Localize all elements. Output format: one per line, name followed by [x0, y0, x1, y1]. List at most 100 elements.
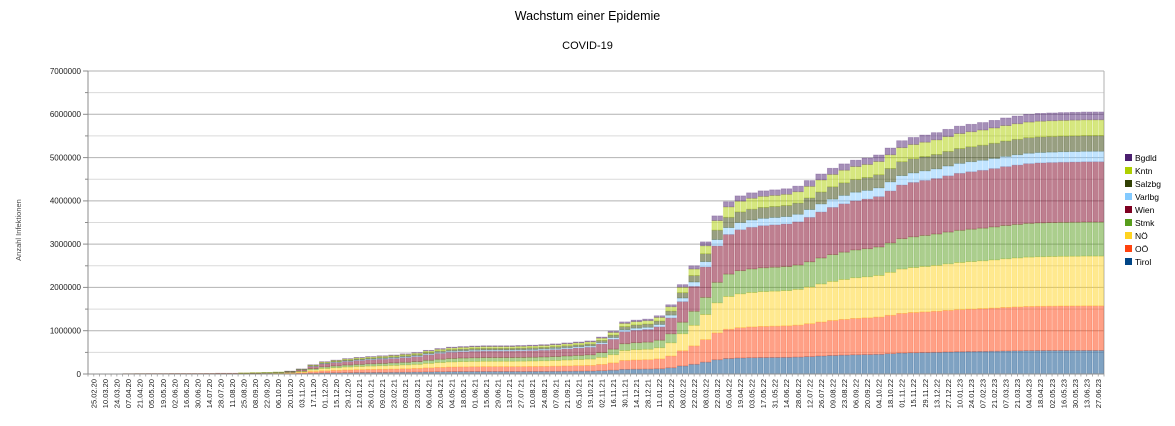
bar-Kntn [394, 355, 400, 357]
bar-NÖ [486, 360, 492, 367]
bar-NÖ [532, 360, 539, 367]
bar-Wien [751, 226, 758, 270]
bar-NÖ [884, 271, 891, 316]
x-axis-label: 12.01.21 [355, 379, 364, 408]
bar-Salzbg [832, 186, 839, 200]
bar-Stmk [1086, 221, 1093, 257]
bar-Stmk [751, 268, 758, 293]
y-axis-label: 3000000 [50, 240, 82, 249]
bar-Bgdld [930, 132, 937, 141]
bar-Bgdld [676, 284, 683, 288]
bar-Tirol [665, 367, 671, 375]
bar-Stmk [549, 356, 556, 361]
bar-NÖ [861, 276, 868, 319]
bar-NÖ [619, 350, 625, 361]
bar-Tirol [700, 361, 706, 375]
bar-Stmk [832, 254, 839, 282]
bar-Tirol [1017, 350, 1024, 375]
bar-OÖ [705, 339, 712, 363]
legend-item-Kntn: Kntn [1125, 164, 1161, 177]
bar-NÖ [803, 286, 810, 325]
bar-Bgdld [567, 342, 573, 345]
bar-Tirol [1057, 350, 1064, 375]
bar-Bgdld [573, 341, 579, 344]
bar-Varlbg [1029, 152, 1035, 164]
bar-Stmk [659, 339, 666, 349]
bar-Bgdld [601, 336, 608, 339]
bar-NÖ [1086, 255, 1093, 307]
bar-NÖ [365, 365, 371, 370]
bar-OÖ [757, 326, 764, 358]
bar-Wien [827, 207, 833, 256]
bar-Wien [769, 224, 775, 268]
bar-Wien [382, 358, 389, 364]
x-axis-label: 03.05.22 [748, 379, 757, 408]
x-axis-label: 07.03.23 [1002, 379, 1011, 408]
bar-NÖ [850, 277, 856, 319]
bar-Tirol [827, 355, 833, 375]
bar-Wien [503, 350, 510, 358]
bar-NÖ [890, 271, 897, 316]
bar-Stmk [717, 281, 723, 304]
bar-Tirol [746, 357, 752, 375]
x-axis-label: 28.06.22 [794, 379, 803, 408]
bar-Tirol [740, 357, 746, 375]
bar-OÖ [786, 325, 793, 358]
bar-NÖ [399, 364, 406, 370]
bar-Salzbg [873, 174, 879, 189]
bar-NÖ [388, 365, 394, 370]
x-axis-label: 24.01.23 [967, 379, 976, 408]
bar-Kntn [630, 321, 637, 326]
bar-Varlbg [544, 348, 550, 351]
bar-Bgdld [682, 284, 689, 288]
bar-Stmk [388, 362, 394, 366]
bar-Kntn [376, 355, 383, 358]
bar-Bgdld [1081, 111, 1087, 121]
bar-OÖ [342, 369, 348, 373]
bar-Kntn [827, 174, 833, 188]
bar-Kntn [740, 200, 746, 213]
bar-Tirol [1034, 350, 1041, 375]
bar-NÖ [428, 363, 435, 369]
x-axis-label: 16.06.20 [182, 379, 191, 408]
bar-Bgdld [896, 140, 902, 149]
x-axis-label: 09.02.21 [378, 379, 387, 408]
bar-NÖ [821, 283, 827, 323]
bar-Varlbg [942, 165, 949, 177]
bar-Varlbg [971, 161, 977, 173]
x-axis-label: 28.12.21 [644, 379, 653, 408]
bar-Stmk [457, 357, 464, 362]
bar-Bgdld [948, 128, 954, 138]
bar-NÖ [982, 260, 989, 309]
bar-NÖ [630, 349, 637, 361]
bar-Tirol [959, 351, 966, 375]
bar-Tirol [688, 363, 695, 375]
bar-OÖ [994, 307, 1000, 352]
bar-Kntn [1081, 119, 1087, 136]
bar-OÖ [977, 308, 983, 352]
bar-Wien [959, 172, 966, 231]
bar-Kntn [1063, 120, 1070, 137]
bar-Varlbg [786, 216, 793, 225]
bar-Wien [705, 266, 712, 298]
x-axis-label: 20.04.21 [436, 379, 445, 408]
bar-OÖ [526, 366, 533, 372]
bar-NÖ [855, 277, 862, 319]
bar-Varlbg [676, 297, 683, 302]
bar-NÖ [838, 279, 845, 320]
bar-Kntn [902, 147, 908, 163]
bar-OÖ [1000, 307, 1006, 352]
bar-Stmk [607, 348, 614, 356]
bar-NÖ [1017, 257, 1024, 308]
bar-Salzbg [717, 229, 723, 240]
bar-Wien [515, 350, 521, 358]
bar-Stmk [1040, 222, 1047, 258]
bar-Bgdld [515, 345, 521, 347]
bar-Stmk [1011, 224, 1018, 259]
x-axis-label: 15.11.22 [909, 379, 918, 408]
x-axis-label: 08.03.22 [701, 379, 710, 408]
bar-Wien [688, 286, 695, 312]
bar-Wien [538, 349, 544, 358]
bar-Stmk [578, 355, 585, 360]
bar-NÖ [324, 368, 331, 372]
